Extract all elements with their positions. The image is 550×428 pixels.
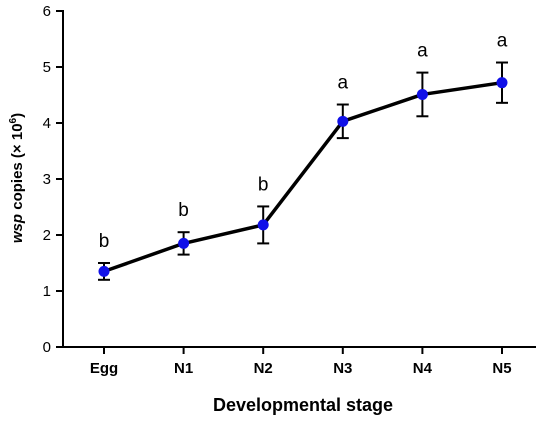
x-tick-label: N4 <box>413 360 433 377</box>
significance-label: b <box>258 174 269 195</box>
series: b b b a a a <box>98 31 508 281</box>
data-point <box>178 237 190 249</box>
y-tick-label: 4 <box>43 115 51 132</box>
y-tick-label: 1 <box>43 283 51 300</box>
data-point <box>98 265 110 277</box>
data-point <box>416 88 428 100</box>
data-point <box>496 77 508 89</box>
series-line <box>103 80 503 274</box>
data-point <box>337 115 349 127</box>
significance-label: a <box>417 41 428 62</box>
significance-label: b <box>99 231 110 252</box>
significance-label: a <box>497 31 508 52</box>
y-tick-label: 3 <box>43 171 51 188</box>
y-axis-title: wsp copies (× 106) <box>8 113 26 243</box>
y-tick-label: 5 <box>43 59 51 76</box>
x-tick-label: N2 <box>254 360 273 377</box>
x-tick-label: N1 <box>174 360 193 377</box>
x-tick-label: N3 <box>333 360 352 377</box>
x-ticks: Egg N1 N2 N3 N4 N5 <box>90 347 512 377</box>
y-tick-label: 2 <box>43 227 51 244</box>
y-tick-label: 6 <box>43 3 51 20</box>
significance-label: b <box>178 200 189 221</box>
x-axis-title: Developmental stage <box>213 395 393 415</box>
x-tick-label: Egg <box>90 360 118 377</box>
data-point <box>257 219 269 231</box>
x-tick-label: N5 <box>492 360 511 377</box>
y-tick-label: 0 <box>43 339 51 356</box>
y-ticks: 0 1 2 3 4 5 6 <box>43 3 63 356</box>
significance-label: a <box>338 73 349 94</box>
